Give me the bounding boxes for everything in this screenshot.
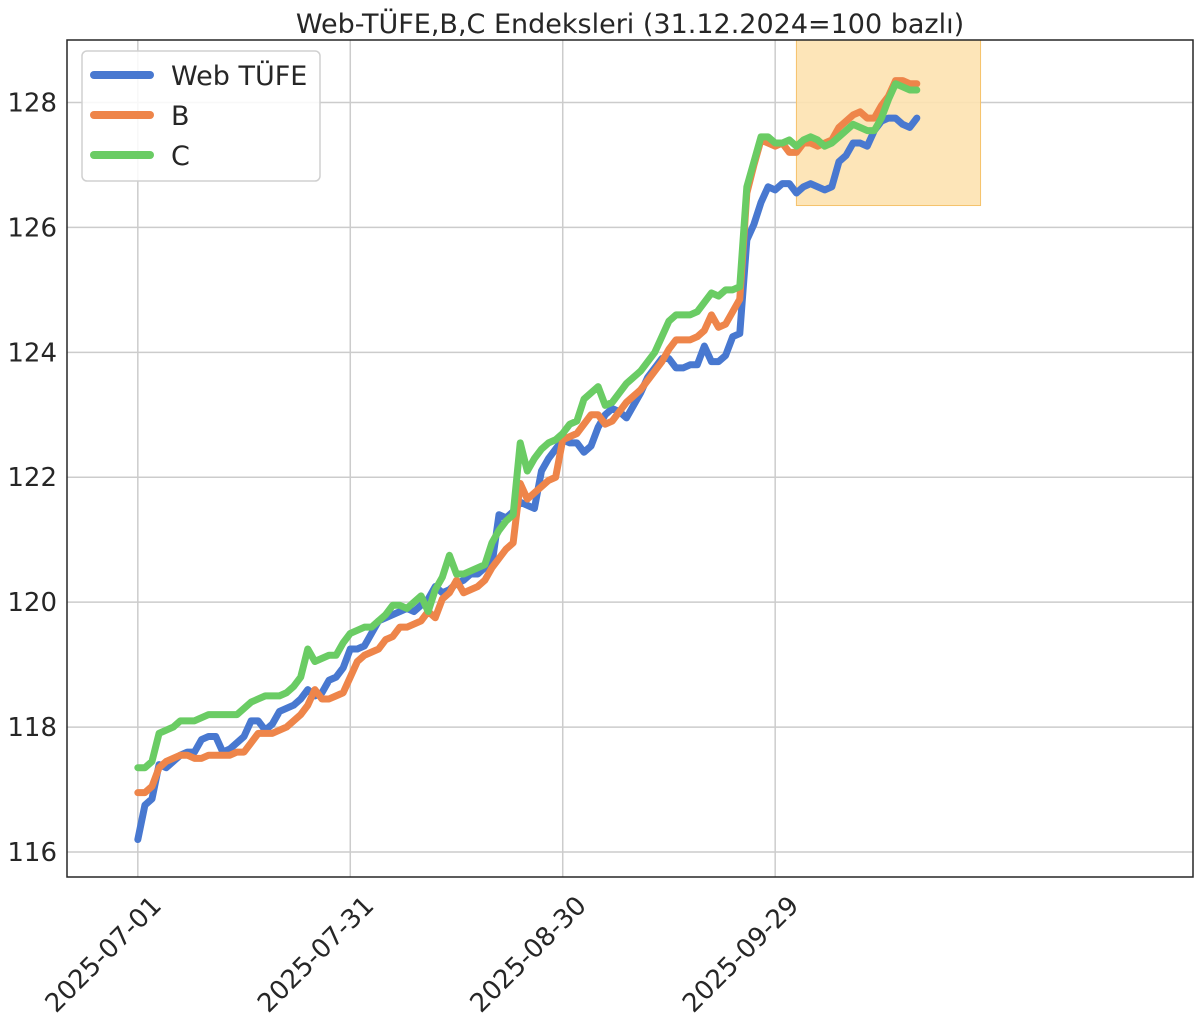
chart-title: Web-TÜFE,B,C Endeksleri (31.12.2024=100 … [296,8,964,40]
y-tick-label: 118 [7,713,57,743]
series-group [134,77,921,844]
series-line-3 [134,80,921,772]
highlight-region [795,39,982,207]
y-axis: 116 118 120 122 124 126 128 [7,88,57,868]
y-tick-label: 116 [7,838,57,868]
y-tick-label: 126 [7,213,57,243]
legend-label: B [171,101,190,132]
legend-label: C [171,141,190,172]
series-line-2 [134,77,921,797]
legend-box [81,50,321,182]
y-tick-label: 120 [7,588,57,618]
legend: Web TÜFE BC [81,50,321,182]
highlight-rect [795,39,982,207]
plot-frame [66,39,1194,878]
series-line-1 [134,114,921,844]
y-tick-label: 124 [7,338,57,368]
legend-label: Web TÜFE [171,60,307,92]
y-tick-label: 128 [7,88,57,118]
y-tick-label: 122 [7,463,57,493]
